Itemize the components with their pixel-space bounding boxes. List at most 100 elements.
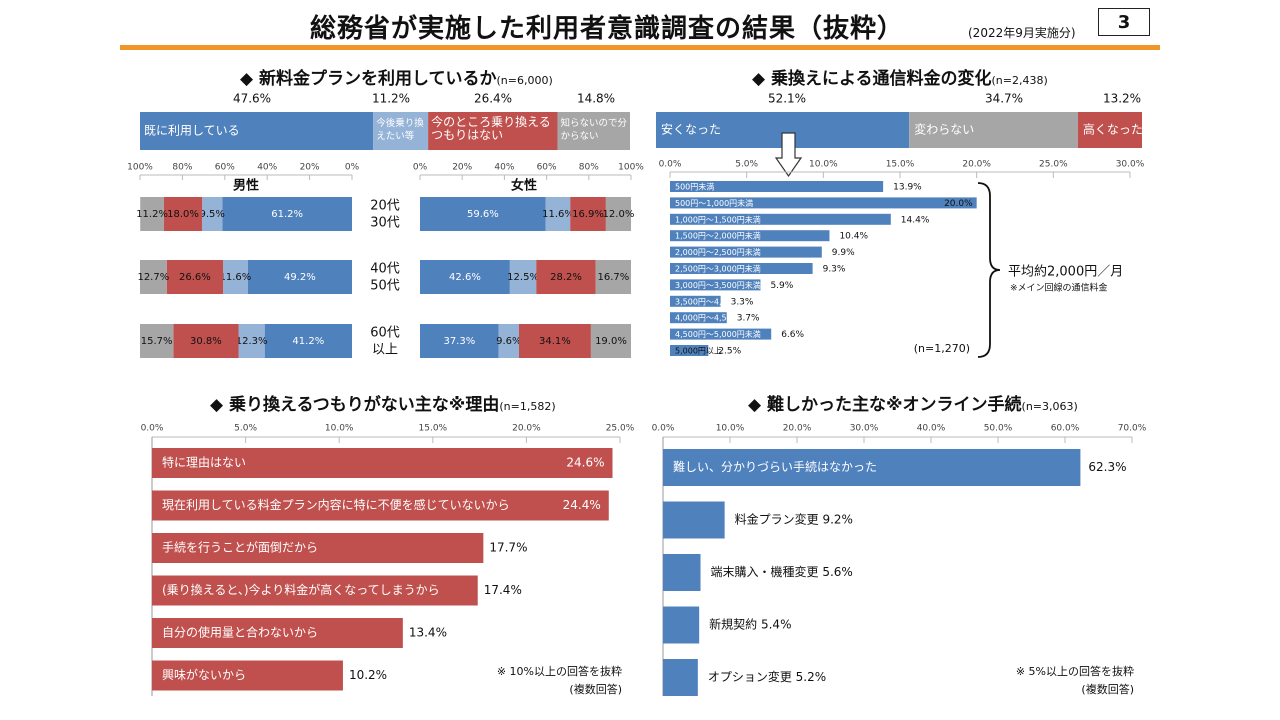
female-bar-segment bbox=[498, 324, 519, 358]
x-axis-tick: 70.0% bbox=[1118, 424, 1147, 434]
female-bar-value-label: 12.0% bbox=[603, 209, 635, 220]
bar bbox=[663, 554, 701, 591]
female-bar-value-label: 42.6% bbox=[449, 272, 481, 283]
overall-pct-label: 52.1% bbox=[768, 92, 806, 106]
section-title-text: ◆ 乗り換えるつもりがない主な※理由 bbox=[210, 395, 500, 415]
bar-category-label: 特に理由はない bbox=[162, 455, 246, 470]
fee-bar bbox=[670, 312, 727, 324]
fee-bar-value-label: 9.9% bbox=[832, 248, 855, 258]
fee-bar-category-label: 500円未満 bbox=[675, 182, 714, 192]
bar bbox=[663, 501, 725, 539]
female-bar-value-label: 9.6% bbox=[496, 336, 521, 347]
female-bar-value-label: 16.7% bbox=[597, 272, 629, 283]
age-group-label: 20代 bbox=[370, 199, 400, 214]
female-axis-tick: 100% bbox=[618, 163, 644, 173]
x-axis-tick: 10.0% bbox=[325, 424, 354, 434]
age-group-label: 40代 bbox=[370, 262, 400, 277]
female-bar-value-label: 19.0% bbox=[595, 336, 627, 347]
male-bar-value-label: 12.3% bbox=[236, 336, 268, 347]
male-axis-tick: 40% bbox=[257, 163, 277, 173]
overall-segment-label: 既に利用している bbox=[144, 124, 240, 138]
bar-category-value-label: 端末購入・機種変更 5.6% bbox=[711, 564, 853, 579]
fee-bar-category-label: 3,500円～4,000円未満 bbox=[675, 296, 761, 306]
age-group-label: 30代 bbox=[370, 216, 400, 231]
bar-value-label: 24.6% bbox=[566, 456, 604, 470]
fee-annotation-note: ※メイン回線の通信料金 bbox=[1010, 282, 1108, 294]
x-axis-tick: 10.0% bbox=[716, 424, 745, 434]
fee-bar-category-label: 2,500円～3,000円未満 bbox=[675, 264, 761, 274]
section-n: (n=3,063) bbox=[1021, 400, 1078, 413]
section-n: (n=6,000) bbox=[496, 74, 553, 87]
bar-category-value-label: 新規契約 5.4% bbox=[709, 617, 791, 632]
section-title-new-plan: ◆ 新料金プランを利用しているか(n=6,000) bbox=[240, 64, 553, 89]
fee-bar bbox=[670, 279, 761, 291]
section-n: (n=2,438) bbox=[991, 74, 1048, 87]
x-axis-tick: 0.0% bbox=[659, 160, 682, 170]
fee-bar-category-label: 2,000円～2,500円未満 bbox=[675, 247, 761, 257]
x-axis-tick: 5.0% bbox=[234, 424, 257, 434]
male-bar-value-label: 49.2% bbox=[284, 272, 316, 283]
bar-value-label: 62.3% bbox=[1088, 460, 1126, 474]
bar bbox=[152, 490, 609, 521]
overall-pct-label: 26.4% bbox=[474, 92, 512, 106]
x-axis-tick: 15.0% bbox=[419, 424, 448, 434]
overall-segment-label: 高くなった bbox=[1083, 122, 1143, 137]
fee-bar-value-label: 3.3% bbox=[731, 297, 754, 307]
female-bar-value-label: 12.5% bbox=[507, 272, 539, 283]
female-bar-value-label: 34.1% bbox=[539, 336, 571, 347]
male-bar-segment bbox=[223, 260, 248, 294]
overall-segment-label: 今のところ乗り換えるつもりはない bbox=[431, 114, 551, 142]
male-bar-value-label: 12.7% bbox=[137, 272, 169, 283]
overall-segment-1 bbox=[373, 112, 429, 150]
section-n: (n=1,582) bbox=[499, 400, 556, 413]
x-axis-tick: 20.0% bbox=[962, 160, 991, 170]
fee-bar-value-label: 2.5% bbox=[718, 347, 741, 357]
male-axis-tick: 80% bbox=[172, 163, 192, 173]
fee-average-annotation: 平均約2,000円／月 bbox=[1008, 265, 1123, 280]
female-bar-segment bbox=[420, 197, 546, 231]
bar-category-label: 難しい、分かりづらい手続はなかった bbox=[673, 459, 877, 474]
overall-segment-label: 今後乗り換えたい等 bbox=[376, 117, 424, 142]
x-axis-tick: 20.0% bbox=[512, 424, 541, 434]
fee-bar bbox=[670, 197, 977, 209]
bracket-shape bbox=[977, 182, 1001, 358]
overall-segment-3 bbox=[557, 112, 630, 150]
female-axis-tick: 80% bbox=[579, 163, 599, 173]
male-axis-tick: 20% bbox=[300, 163, 320, 173]
bar bbox=[152, 533, 484, 563]
male-label: 男性 bbox=[233, 178, 259, 194]
male-axis-tick: 100% bbox=[127, 163, 153, 173]
age-group-label: 60代 bbox=[370, 326, 400, 341]
female-axis-tick: 60% bbox=[537, 163, 557, 173]
female-bar-value-label: 16.9% bbox=[572, 209, 604, 220]
male-bar-value-label: 15.7% bbox=[141, 336, 173, 347]
female-bar-value-label: 28.2% bbox=[550, 272, 582, 283]
male-bar-value-label: 18.0% bbox=[167, 209, 199, 220]
age-group-label: 50代 bbox=[370, 279, 400, 294]
male-bar-segment bbox=[140, 324, 174, 358]
bar bbox=[663, 449, 1081, 486]
x-axis-tick: 40.0% bbox=[917, 424, 946, 434]
female-bar-segment bbox=[605, 197, 631, 231]
note-line-2: (複数回答) bbox=[569, 682, 622, 696]
fee-bar-category-label: 1,000円～1,500円未満 bbox=[675, 214, 761, 224]
x-axis-tick: 20.0% bbox=[783, 424, 812, 434]
male-bar-segment bbox=[202, 197, 223, 231]
fee-bar-value-label: 9.3% bbox=[823, 265, 846, 275]
female-label: 女性 bbox=[511, 178, 537, 194]
down-arrow-icon bbox=[774, 132, 803, 178]
fee-bar bbox=[670, 345, 709, 356]
bar-value-label: 13.4% bbox=[409, 626, 447, 640]
fee-bar bbox=[670, 230, 830, 242]
male-bar-segment bbox=[140, 260, 167, 294]
bar bbox=[152, 660, 343, 691]
fee-bar-category-label: 4,000円～4,500円未満 bbox=[675, 313, 761, 323]
fee-bar-value-label: 20.0% bbox=[944, 199, 973, 209]
section-title-difficult-procedures: ◆ 難しかった主な※オンライン手続(n=3,063) bbox=[748, 390, 1078, 415]
male-bar-value-label: 11.6% bbox=[220, 272, 252, 283]
x-axis-tick: 0.0% bbox=[652, 424, 675, 434]
x-axis-tick: 30.0% bbox=[1116, 160, 1145, 170]
overall-segment-2 bbox=[1077, 112, 1142, 148]
fee-bar bbox=[670, 181, 884, 192]
bar-category-label: (乗り換えると、)今より料金が高くなってしまうから bbox=[162, 582, 440, 597]
